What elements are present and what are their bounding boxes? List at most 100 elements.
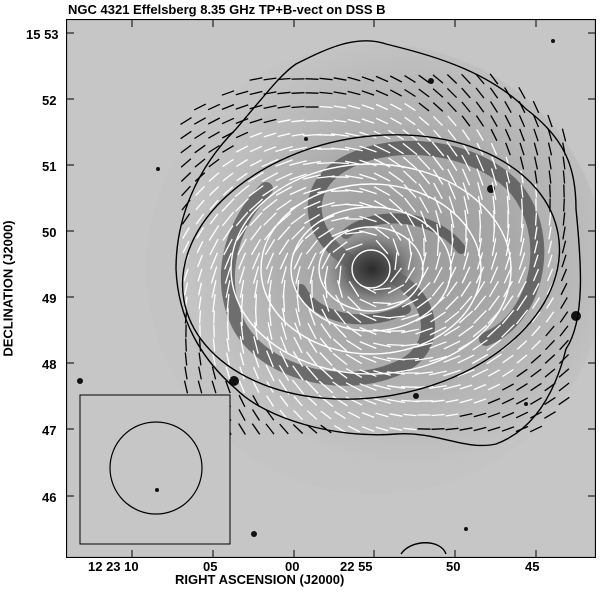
b-vector [252,380,260,394]
b-vector [487,426,501,432]
b-vector [253,336,259,354]
b-vector [530,368,542,378]
b-vector [461,73,471,85]
b-vector [293,336,303,354]
b-vector [292,424,304,434]
b-vector [307,322,317,340]
b-vector [445,296,459,310]
b-vector [519,156,525,170]
b-vector [194,158,206,168]
b-vector [319,337,333,353]
b-vector [533,142,539,156]
b-vector [549,184,551,198]
b-vector [558,368,570,378]
b-vector [225,352,231,366]
b-vector [401,298,419,308]
b-vector [318,227,334,239]
b-vector [263,77,277,81]
b-vector [265,350,275,368]
b-vector [559,325,569,337]
b-vector [520,209,524,229]
b-vector [461,87,471,99]
beam-circle [109,421,203,515]
b-vector [293,252,303,270]
b-vector [560,297,568,309]
b-vector [345,243,363,251]
b-vector [518,114,526,128]
b-vector [445,413,459,417]
b-vector [519,142,525,156]
b-vector [446,141,458,157]
b-vector [222,186,234,196]
b-vector [562,212,566,226]
b-vector [276,199,292,211]
b-vector [291,119,305,123]
b-vector [195,213,205,225]
b-vector [225,280,231,298]
b-vector [319,120,333,122]
b-vector [309,266,315,284]
b-vector [401,343,419,347]
y-tick-label: 48 [42,357,57,372]
b-vector [471,368,489,378]
b-vector [431,399,445,403]
b-vector [387,284,405,294]
y-tick-label: 51 [42,159,57,174]
y-tick-label: 50 [42,225,57,240]
b-vector [390,225,402,241]
b-vector [346,339,362,351]
galaxy-image-panel [66,19,596,558]
b-vector [252,350,260,368]
b-vector [317,201,335,209]
b-vector [502,368,514,378]
b-vector [531,311,541,323]
y-axis-title: DECLINATION (J2000) [0,220,16,357]
b-vector [458,325,474,337]
b-vector [473,383,487,391]
b-vector [516,340,528,350]
b-vector [249,145,263,153]
b-vector [505,142,511,156]
b-vector [390,117,402,125]
b-vector [303,213,321,225]
b-vector [520,224,524,242]
b-vector [461,154,471,172]
b-vector [265,423,275,435]
b-vector [436,237,440,257]
b-vector [461,168,471,186]
b-vector [265,395,275,407]
b-vector [403,427,417,431]
b-vector [184,366,188,380]
b-vector [289,173,307,181]
b-vector [359,298,377,308]
b-vector [332,395,348,407]
b-vector [529,425,543,433]
b-vector [345,189,363,193]
b-vector [180,130,192,140]
b-vector [548,226,552,240]
b-vector [490,128,498,142]
b-vector [445,427,459,431]
b-vector [196,254,204,268]
b-vector [359,312,377,322]
b-vector [221,103,235,111]
b-vector [248,171,264,183]
b-vector [198,310,202,324]
b-vector [322,294,330,312]
b-vector [183,282,189,296]
b-vector [331,216,349,222]
b-vector [222,158,234,168]
b-vector [303,200,321,210]
b-vector [373,342,391,348]
b-vector [544,396,556,406]
b-vector [249,132,263,138]
b-vector [429,370,447,376]
b-vector [226,321,230,341]
b-vector [400,357,420,361]
b-vector [238,266,246,284]
b-vector [359,187,377,195]
b-vector [275,159,293,167]
b-vector [198,366,202,380]
b-vector [486,338,502,352]
b-vector [281,266,287,284]
